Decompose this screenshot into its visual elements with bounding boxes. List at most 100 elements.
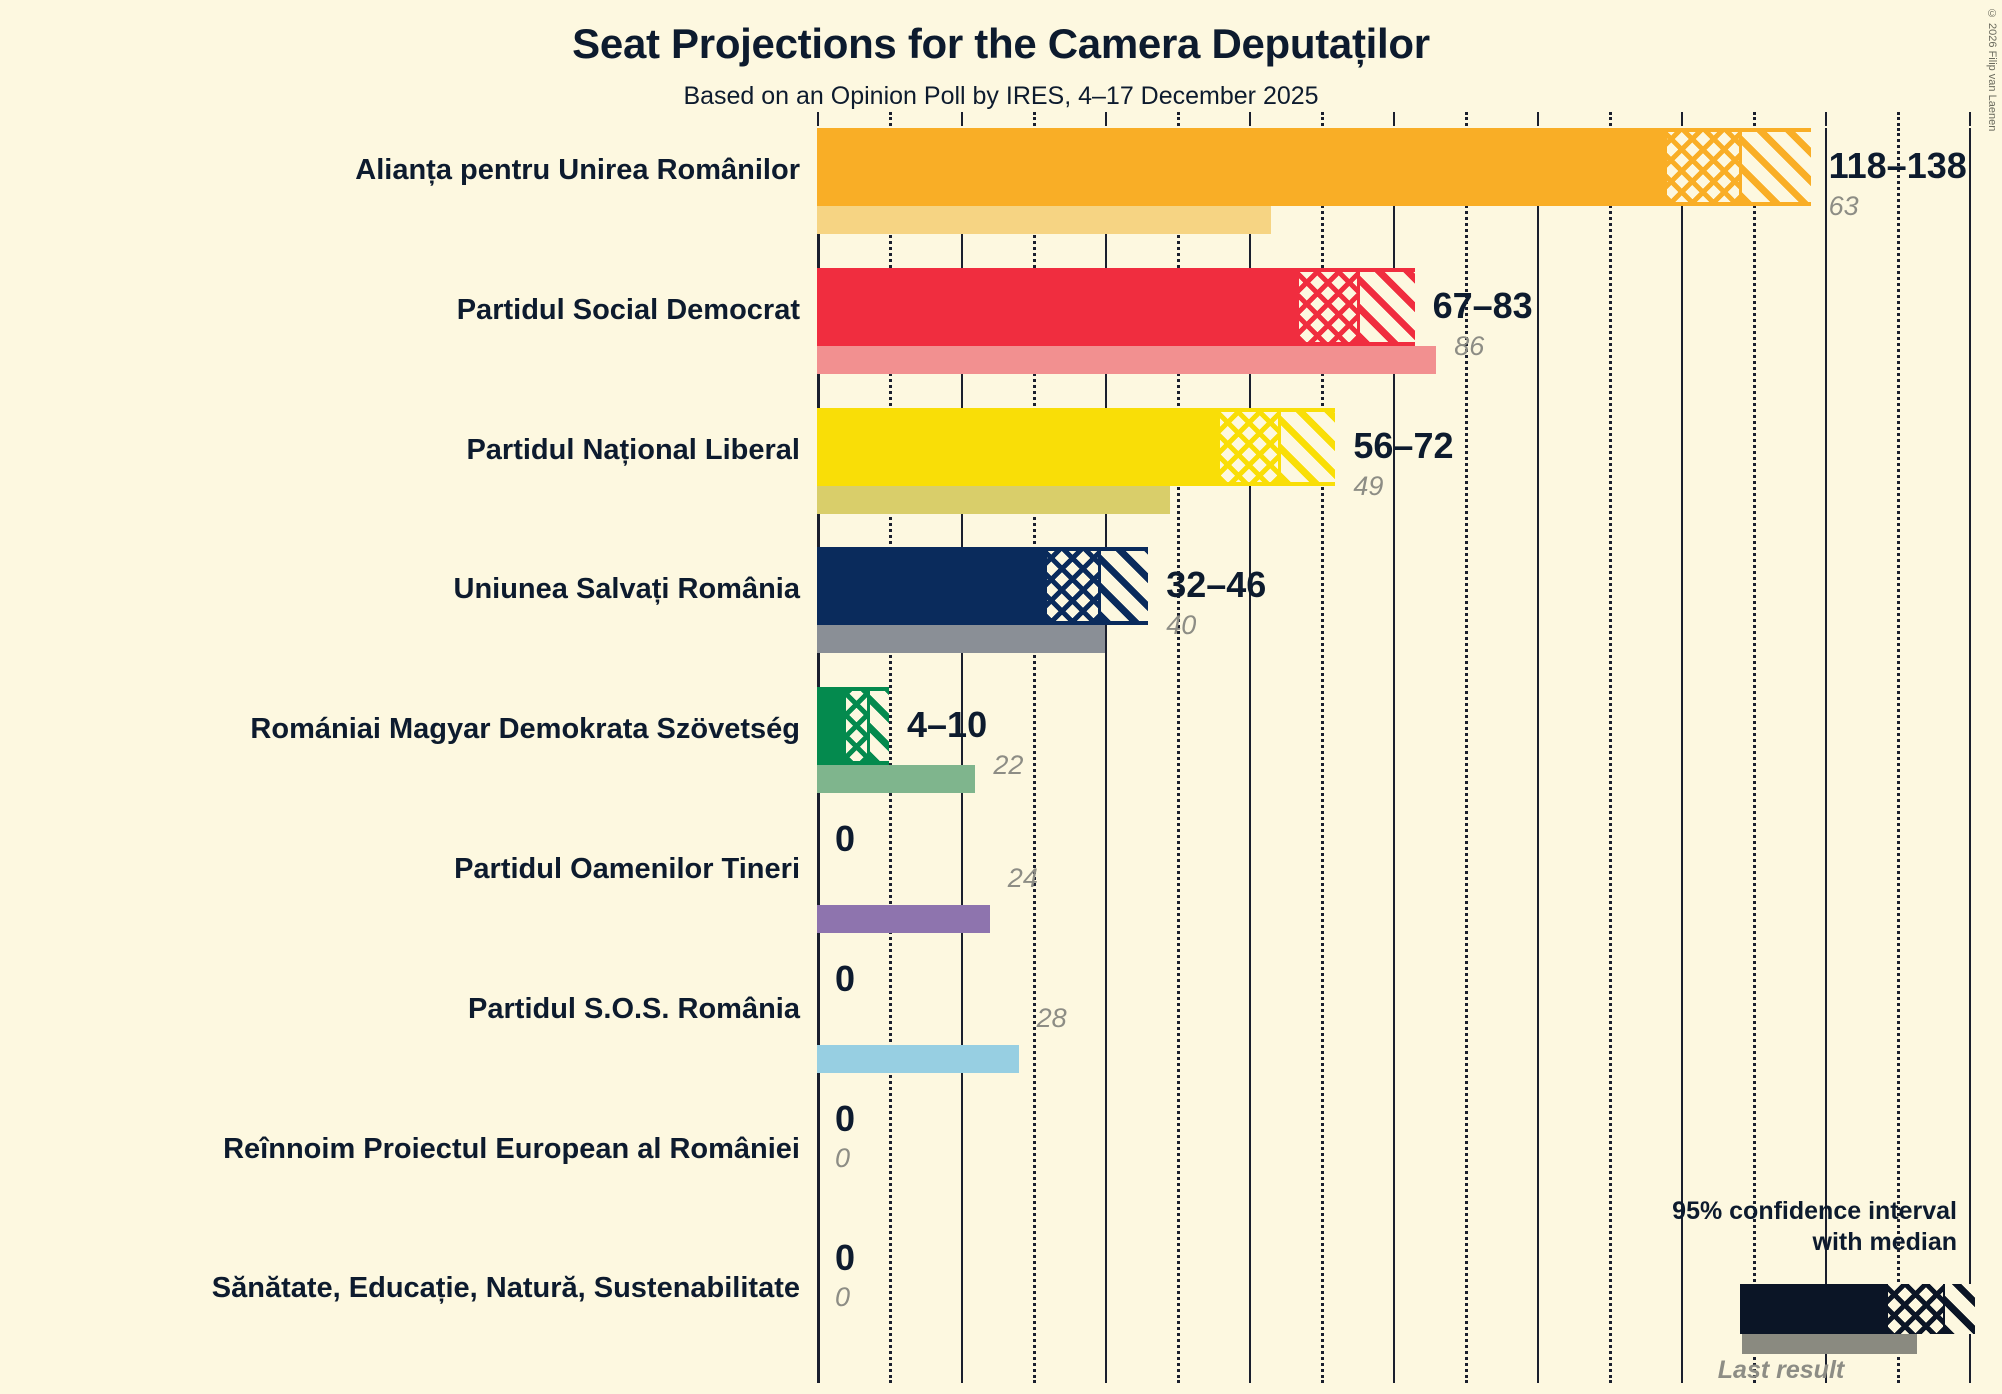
confidence-interval-bar — [817, 687, 889, 766]
bar-row: 118–138 63 — [817, 128, 2002, 234]
last-result-value-label: 86 — [1454, 330, 1485, 361]
party-label: Partidul S.O.S. România — [468, 992, 800, 1025]
last-result-bar — [817, 485, 1170, 514]
bar-segment-solid — [821, 411, 1221, 482]
gridline-major — [1393, 128, 1395, 1383]
last-result-bar — [817, 765, 976, 794]
last-result-value-label: 49 — [1353, 470, 1384, 501]
bar-row: 0 24 — [817, 821, 2002, 933]
axis-tick-major — [1825, 112, 1827, 126]
projection-value-label: 67–83 — [1432, 284, 1533, 326]
bar-segment-diagonal — [1277, 411, 1336, 482]
bar-row: 67–83 86 — [817, 267, 2002, 374]
confidence-interval-bar — [817, 128, 1811, 206]
confidence-interval-bar — [817, 407, 1336, 486]
bar-segment-solid — [821, 551, 1048, 622]
chart-legend: 95% confidence interval with median Last… — [1627, 1196, 1985, 1384]
gridline-minor — [889, 128, 892, 1383]
gridline-minor — [1897, 128, 1900, 1383]
gridline-minor — [1177, 128, 1180, 1383]
gridline-minor — [1465, 128, 1468, 1383]
last-result-bar — [817, 206, 1271, 234]
bar-segment-solid — [821, 132, 1667, 202]
legend-ci-bar — [1740, 1284, 1975, 1334]
last-result-value-label: 0 — [835, 1142, 851, 1173]
party-label: Partidul Social Democrat — [456, 293, 800, 326]
last-result-bar — [817, 1044, 1019, 1073]
party-label: Uniunea Salvați România — [453, 573, 801, 606]
gridline-minor — [1753, 128, 1756, 1383]
gridline-major — [1537, 128, 1539, 1383]
legend-caption-line1: 95% confidence interval — [1672, 1197, 1957, 1225]
bar-segment-solid — [821, 691, 846, 762]
gridline-major — [1249, 128, 1251, 1383]
axis-tick-minor — [1321, 112, 1324, 126]
legend-caption-line2: with median — [1812, 1227, 1957, 1256]
axis-tick-major — [1249, 112, 1251, 126]
axis-tick-major — [1105, 112, 1107, 126]
last-result-value-label: 24 — [1007, 863, 1038, 893]
axis-tick-minor — [1897, 112, 1900, 126]
legend-crosshatch-swatch — [1888, 1284, 1943, 1334]
axis-tick-minor — [1033, 112, 1036, 126]
bar-segment-diagonal — [1738, 132, 1811, 202]
bar-segment-crosshatch — [1666, 132, 1739, 202]
projection-value-label: 0 — [835, 1237, 856, 1279]
party-label: Sănătate, Educație, Natură, Sustenabilit… — [211, 1272, 800, 1305]
party-label: Partidul Oamenilor Tineri — [454, 853, 800, 885]
bar-segment-diagonal — [867, 691, 889, 762]
legend-caption: 95% confidence interval with median — [1627, 1196, 1957, 1257]
projection-value-label: 32–46 — [1166, 564, 1267, 606]
projection-value-label: 0 — [835, 957, 856, 999]
bar-segment-crosshatch — [1299, 271, 1357, 342]
legend-diagonal-swatch — [1943, 1284, 1975, 1334]
axis-tick-minor — [889, 112, 892, 126]
bar-segment-crosshatch — [1220, 411, 1278, 482]
bar-row: 32–46 40 — [817, 547, 2002, 654]
projection-value-label: 0 — [835, 1097, 856, 1139]
gridline-major — [1105, 128, 1107, 1383]
gridline-major — [1825, 128, 1827, 1383]
party-label: Alianța pentru Unirea Românilor — [355, 154, 800, 186]
legend-last-result-label: Last result — [1717, 1356, 1845, 1384]
last-result-value-label: 40 — [1166, 610, 1197, 641]
confidence-interval-bar — [817, 267, 1415, 346]
plot-area: 118–138 63 67–83 86 56–72 49 32–46 40 4–10 22 0 24 0… — [817, 112, 2002, 1383]
bar-segment-crosshatch — [845, 691, 868, 762]
axis-tick-major — [1537, 112, 1539, 126]
last-result-value-label: 0 — [835, 1282, 851, 1313]
party-label: Reînnoim Proiectul European al României — [223, 1132, 800, 1165]
projection-value-label: 56–72 — [1353, 424, 1454, 466]
last-result-bar — [817, 345, 1437, 374]
legend-last-result-swatch — [1742, 1334, 1917, 1354]
party-label: Romániai Magyar Demokrata Szövetség — [250, 713, 800, 746]
bar-row: 56–72 49 — [817, 407, 2002, 514]
last-result-bar — [817, 625, 1105, 654]
last-result-value-label: 28 — [1036, 1002, 1067, 1033]
last-result-value-label: 63 — [1828, 191, 1859, 221]
gridline-minor — [1609, 128, 1612, 1383]
bar-segment-diagonal — [1357, 271, 1415, 342]
axis-tick-minor — [1609, 112, 1612, 126]
projection-value-label: 4–10 — [907, 704, 988, 746]
bar-row: 4–10 22 — [817, 687, 2002, 794]
gridlines — [817, 112, 2002, 1383]
gridline-major — [1681, 128, 1683, 1383]
axis-tick-minor — [1177, 112, 1180, 126]
gridline-minor — [1321, 128, 1324, 1383]
axis-tick-major — [1681, 112, 1683, 126]
copyright-notice: © 2026 Filip van Laenen — [1986, 8, 1998, 132]
confidence-interval-bar — [817, 547, 1149, 626]
bar-segment-diagonal — [1097, 551, 1149, 622]
axis-tick-major — [961, 112, 963, 126]
party-label: Partidul Național Liberal — [466, 433, 800, 466]
bar-row: 0 28 — [817, 960, 2002, 1073]
axis-tick-major — [817, 112, 819, 126]
bar-segment-crosshatch — [1047, 551, 1098, 622]
axis-tick-minor — [1753, 112, 1756, 126]
page-title: Seat Projections for the Camera Deputați… — [572, 20, 1430, 67]
last-result-value-label: 22 — [993, 750, 1024, 781]
